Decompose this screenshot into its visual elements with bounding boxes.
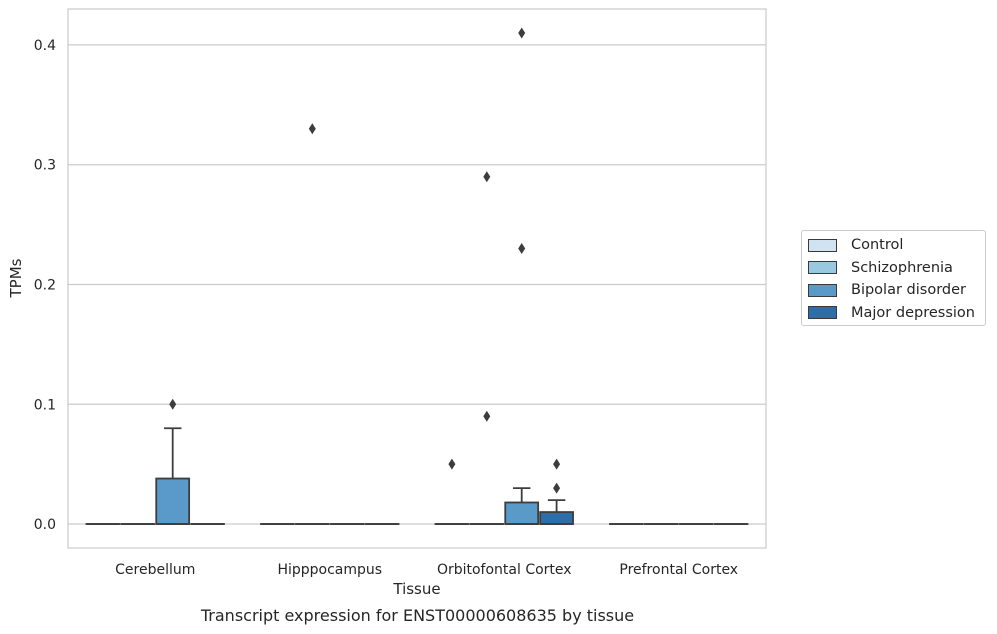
legend-item: Control xyxy=(808,235,903,255)
legend-item: Major depression xyxy=(808,303,975,323)
outlier-point xyxy=(518,27,526,39)
outlier-point xyxy=(308,123,316,135)
legend: Control Schizophrenia Bipolar disorder Majo… xyxy=(801,230,986,326)
legend-swatch xyxy=(808,306,837,319)
box-plots xyxy=(85,27,749,525)
y-tick-label: 0.2 xyxy=(34,277,56,293)
y-tick-label: 0.4 xyxy=(34,38,56,54)
legend-swatch xyxy=(808,238,837,252)
x-axis-ticks: Cerebellum Hipppocampus Orbitofontal Corte… xyxy=(115,562,738,578)
x-axis-label: Tissue xyxy=(392,580,440,598)
legend-swatch xyxy=(808,261,837,274)
box-bipolar-disorder xyxy=(155,398,191,525)
y-tick-label: 0.0 xyxy=(34,517,56,533)
y-tick-label: 0.1 xyxy=(34,397,56,413)
legend-label: Bipolar disorder xyxy=(851,282,966,298)
legend-label: Schizophrenia xyxy=(851,259,953,276)
box xyxy=(504,501,540,525)
outlier-point xyxy=(518,243,526,255)
plot-area-border xyxy=(67,8,767,549)
box-schizophrenia xyxy=(294,123,330,525)
box-major-depression xyxy=(539,458,574,525)
outlier-point xyxy=(553,458,561,470)
outlier-point xyxy=(448,458,456,470)
box-control xyxy=(434,458,470,525)
legend-item: Schizophrenia xyxy=(808,258,953,278)
legend-label: Major depression xyxy=(851,304,975,321)
outlier-point xyxy=(553,482,561,494)
legend-label: Control xyxy=(851,237,904,253)
legend-item: Bipolar disorder xyxy=(808,280,966,300)
x-tick-label: Hipppocampus xyxy=(277,562,382,578)
chart-caption: Transcript expression for ENST0000060863… xyxy=(200,606,635,625)
box xyxy=(155,477,191,525)
y-tick-label: 0.3 xyxy=(34,158,56,174)
y-axis-ticks: 0.0 0.1 0.2 0.3 0.4 xyxy=(34,38,56,533)
x-tick-label: Cerebellum xyxy=(115,562,195,578)
legend-swatch xyxy=(808,283,837,297)
box-bipolar-disorder xyxy=(504,27,540,525)
y-axis-label: TPMs xyxy=(7,258,25,298)
outlier-point xyxy=(483,410,491,422)
x-tick-label: Orbitofontal Cortex xyxy=(437,562,572,578)
box xyxy=(539,511,574,525)
x-tick-label: Prefrontal Cortex xyxy=(619,562,738,578)
outlier-point xyxy=(169,398,177,410)
outlier-point xyxy=(483,171,491,183)
box-schizophrenia xyxy=(469,171,505,525)
